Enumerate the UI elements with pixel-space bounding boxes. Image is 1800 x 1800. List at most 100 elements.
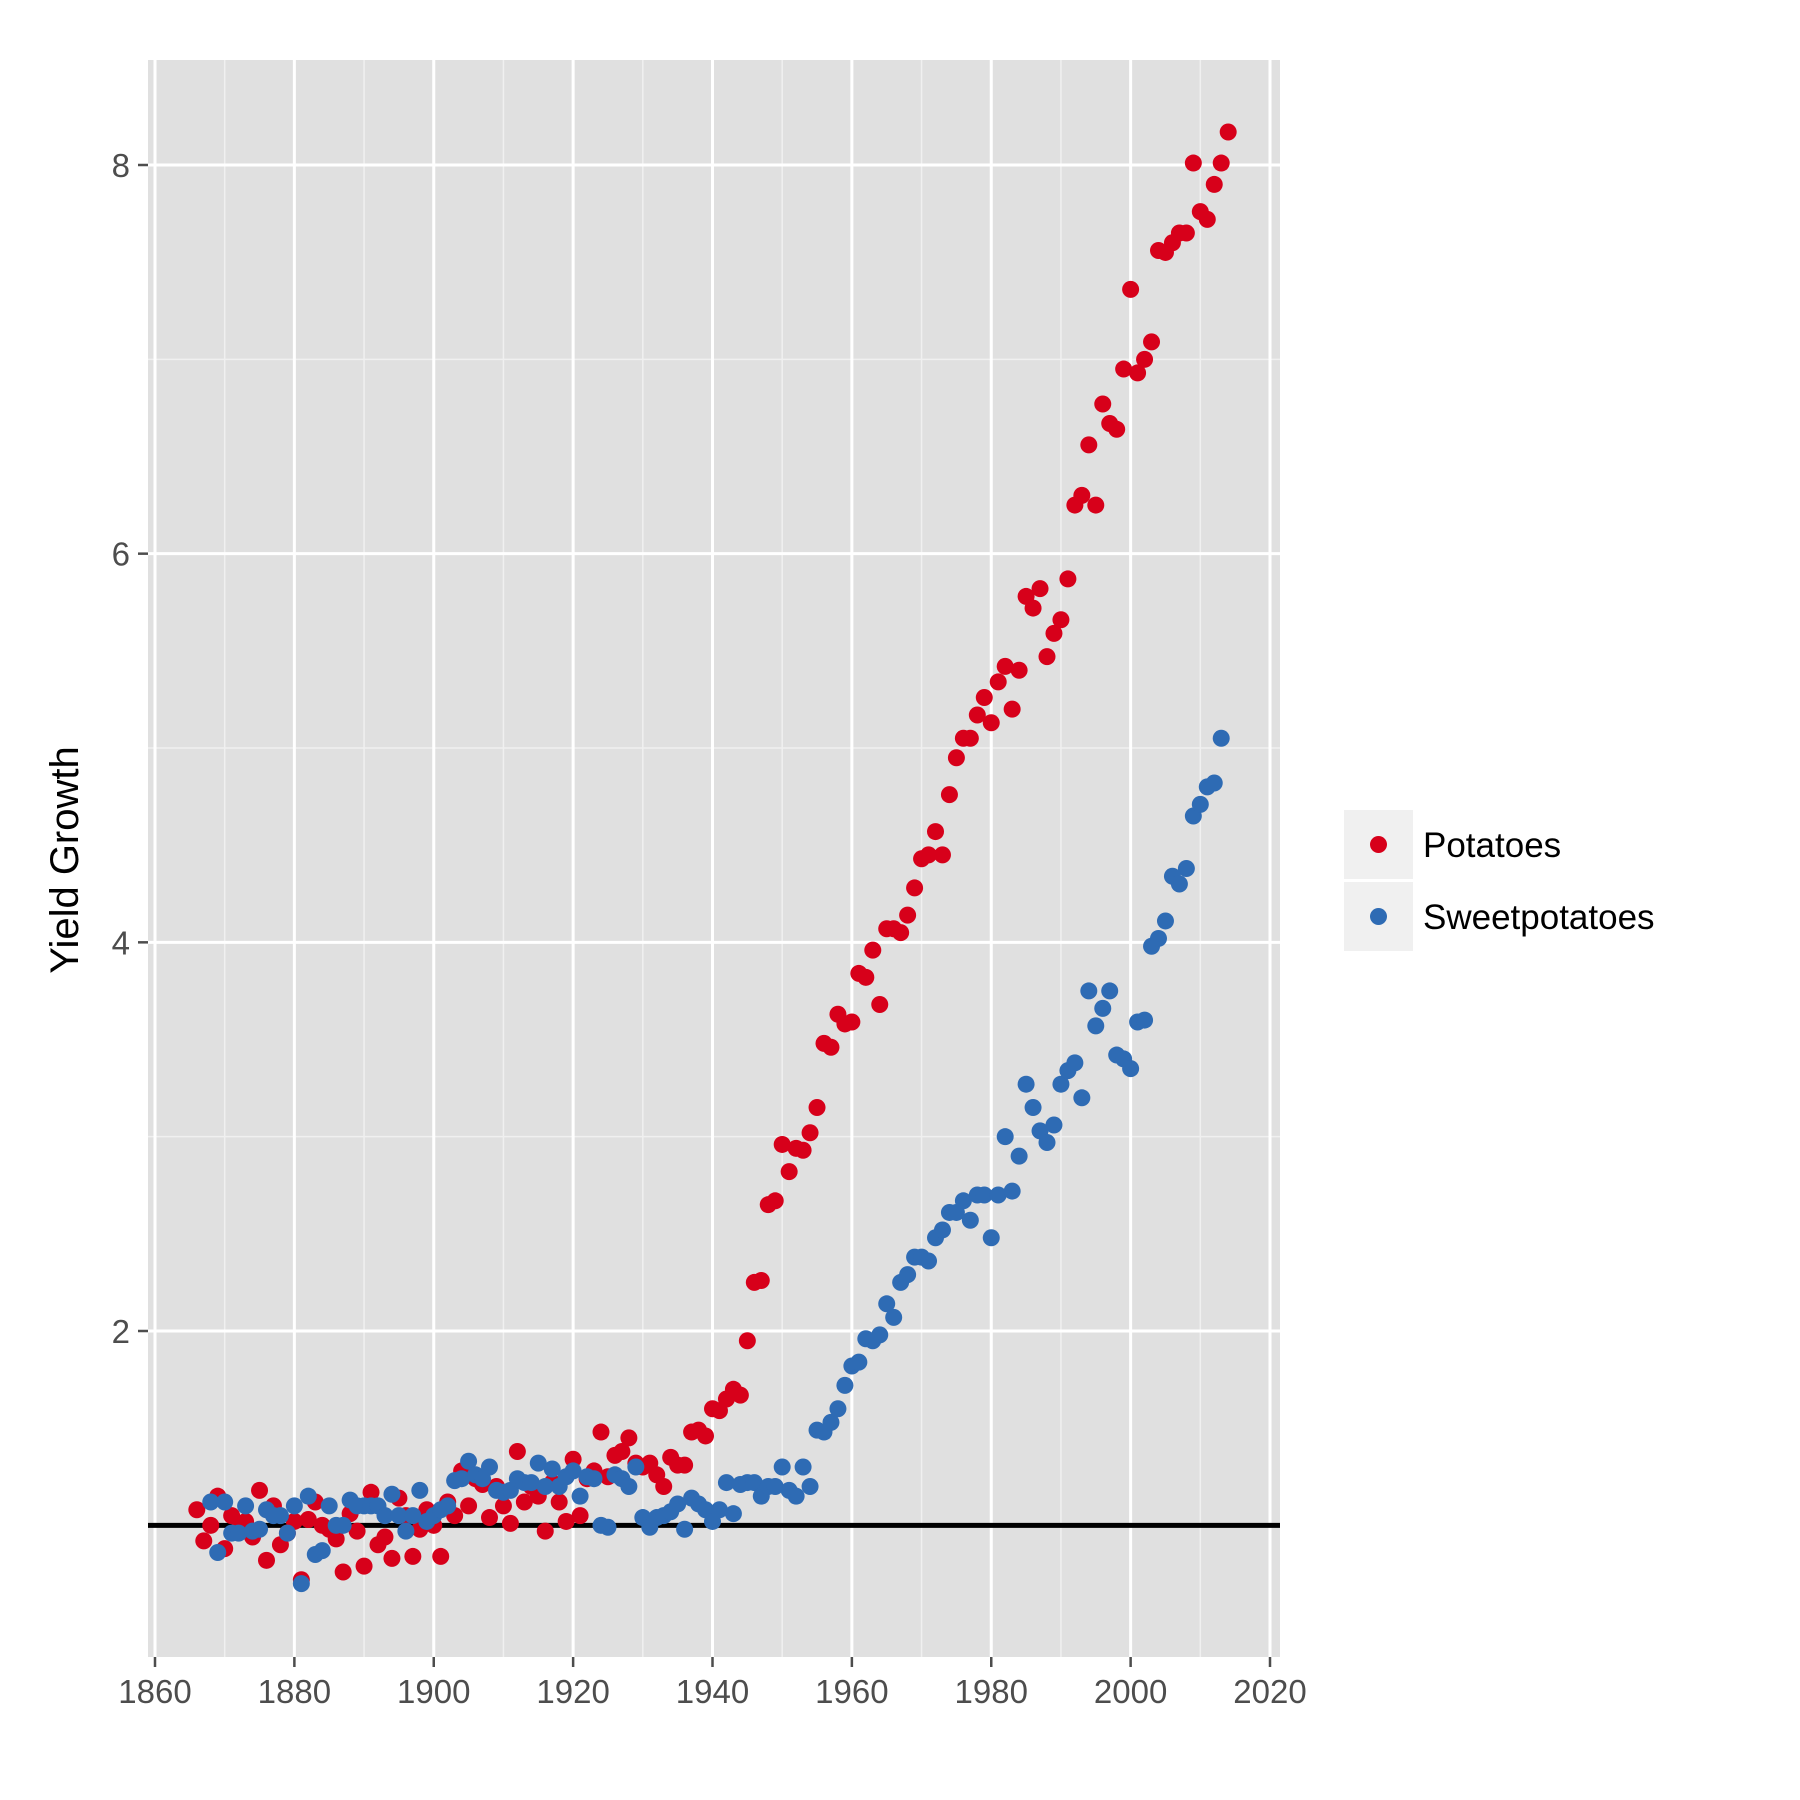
legend-label-sweetpotatoes: Sweetpotatoes	[1423, 898, 1655, 937]
point-sweetpotatoes	[320, 1497, 338, 1515]
point-sweetpotatoes	[585, 1470, 603, 1488]
point-sweetpotatoes	[836, 1376, 854, 1394]
point-potatoes	[982, 714, 1000, 732]
point-potatoes	[773, 1135, 791, 1153]
point-sweetpotatoes	[933, 1221, 951, 1239]
point-sweetpotatoes	[529, 1454, 547, 1472]
point-sweetpotatoes	[376, 1507, 394, 1525]
point-potatoes	[752, 1271, 770, 1289]
point-sweetpotatoes	[1066, 1054, 1084, 1072]
point-sweetpotatoes	[724, 1505, 742, 1523]
x-tick-label: 2000	[1094, 1673, 1167, 1710]
point-sweetpotatoes	[1017, 1075, 1035, 1093]
point-potatoes	[362, 1483, 380, 1501]
point-potatoes	[536, 1522, 554, 1540]
point-potatoes	[613, 1442, 631, 1460]
point-potatoes	[501, 1514, 519, 1532]
point-potatoes	[550, 1493, 568, 1511]
point-sweetpotatoes	[334, 1516, 352, 1534]
x-tick-label: 1920	[536, 1673, 609, 1710]
point-potatoes	[940, 786, 958, 804]
point-sweetpotatoes	[996, 1128, 1014, 1146]
point-sweetpotatoes	[522, 1474, 540, 1492]
point-sweetpotatoes	[397, 1522, 415, 1540]
point-potatoes	[927, 823, 944, 841]
point-potatoes	[1080, 436, 1098, 454]
point-sweetpotatoes	[237, 1497, 255, 1515]
point-sweetpotatoes	[1136, 1011, 1154, 1029]
x-tick-label: 1900	[397, 1673, 470, 1710]
point-sweetpotatoes	[536, 1477, 554, 1495]
point-potatoes	[766, 1192, 784, 1210]
scatter-points	[188, 123, 1237, 1593]
legend: Potatoes Sweetpotatoes	[1344, 810, 1655, 951]
legend-marker-potatoes	[1370, 836, 1387, 853]
point-potatoes	[1115, 360, 1133, 378]
point-sweetpotatoes	[285, 1497, 303, 1515]
point-sweetpotatoes	[989, 1186, 1007, 1204]
point-potatoes	[564, 1450, 582, 1468]
point-sweetpotatoes	[571, 1487, 589, 1505]
point-potatoes	[494, 1497, 512, 1515]
point-sweetpotatoes	[1170, 875, 1188, 893]
x-tick-label: 1880	[258, 1673, 331, 1710]
x-tick-label: 1960	[815, 1673, 888, 1710]
point-sweetpotatoes	[278, 1524, 296, 1542]
point-sweetpotatoes	[745, 1474, 763, 1492]
point-potatoes	[1010, 661, 1028, 679]
point-sweetpotatoes	[1038, 1133, 1056, 1151]
point-potatoes	[202, 1516, 220, 1534]
point-potatoes	[404, 1547, 422, 1565]
point-potatoes	[355, 1557, 373, 1575]
point-sweetpotatoes	[481, 1458, 498, 1476]
point-potatoes	[481, 1509, 498, 1527]
point-potatoes	[780, 1163, 798, 1181]
point-potatoes	[1205, 175, 1223, 193]
point-potatoes	[1045, 624, 1063, 642]
point-sweetpotatoes	[773, 1458, 791, 1476]
point-sweetpotatoes	[822, 1413, 840, 1431]
point-sweetpotatoes	[439, 1497, 457, 1515]
x-axis: 1860 1880 1900 1920 1940 1960 1980 2000 2020	[118, 1657, 1307, 1710]
point-potatoes	[1108, 420, 1126, 438]
point-potatoes	[1129, 364, 1147, 382]
point-potatoes	[996, 657, 1014, 675]
point-sweetpotatoes	[299, 1487, 317, 1505]
x-tick-label: 2020	[1233, 1673, 1306, 1710]
point-potatoes	[1198, 210, 1216, 228]
point-sweetpotatoes	[787, 1487, 805, 1505]
point-sweetpotatoes	[878, 1295, 896, 1313]
point-sweetpotatoes	[271, 1507, 289, 1525]
major-gridlines	[148, 60, 1280, 1657]
point-sweetpotatoes	[676, 1520, 694, 1538]
y-axis-title: Yield Growth	[43, 746, 87, 974]
point-sweetpotatoes	[1073, 1089, 1091, 1107]
point-sweetpotatoes	[1191, 795, 1209, 813]
point-potatoes	[899, 906, 917, 924]
point-potatoes	[1143, 333, 1161, 351]
point-potatoes	[383, 1549, 401, 1567]
point-potatoes	[857, 968, 875, 986]
point-potatoes	[188, 1501, 206, 1519]
y-axis: 2 4 6 8	[112, 147, 148, 1350]
y-tick-label: 4	[112, 924, 130, 961]
point-potatoes	[1094, 395, 1112, 413]
point-sweetpotatoes	[1052, 1075, 1070, 1093]
point-sweetpotatoes	[954, 1192, 972, 1210]
point-sweetpotatoes	[717, 1474, 735, 1492]
x-tick-label: 1940	[676, 1673, 749, 1710]
point-sweetpotatoes	[1080, 982, 1098, 1000]
point-sweetpotatoes	[453, 1470, 471, 1488]
point-potatoes	[508, 1442, 526, 1460]
point-sweetpotatoes	[543, 1460, 561, 1478]
point-sweetpotatoes	[1003, 1182, 1021, 1200]
point-sweetpotatoes	[801, 1477, 819, 1495]
point-potatoes	[299, 1511, 317, 1529]
point-potatoes	[920, 846, 938, 864]
y-tick-label: 6	[112, 536, 130, 573]
point-sweetpotatoes	[411, 1481, 429, 1499]
point-sweetpotatoes	[982, 1229, 1000, 1247]
point-potatoes	[822, 1038, 840, 1056]
point-potatoes	[258, 1551, 275, 1569]
